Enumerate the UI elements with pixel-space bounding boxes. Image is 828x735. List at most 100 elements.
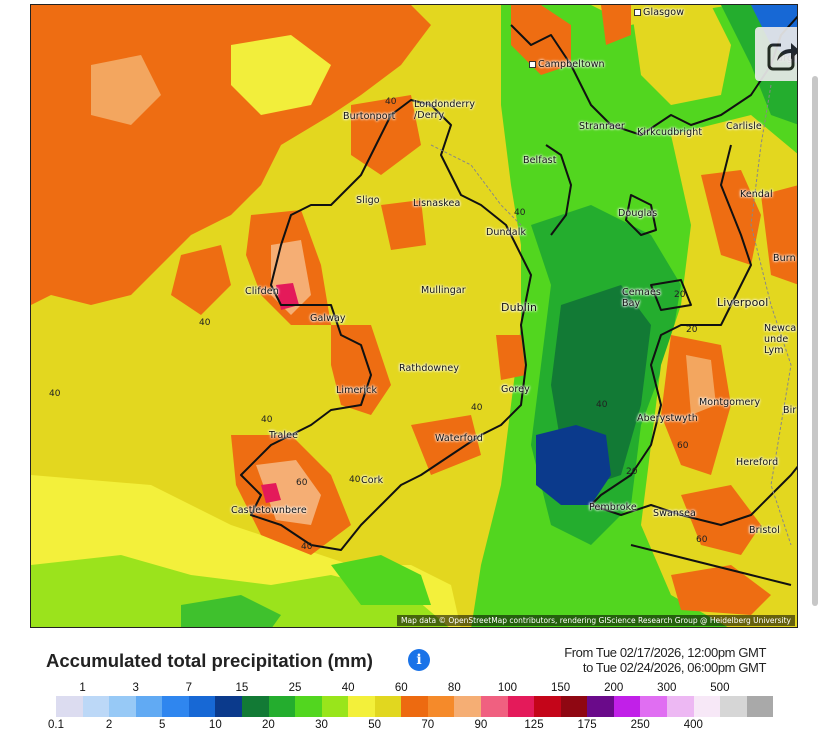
city-label: Bir — [783, 405, 797, 416]
city-label: Hereford — [736, 457, 779, 468]
contour-label: 20 — [674, 290, 686, 300]
legend-swatch — [666, 696, 694, 717]
contour-label: 40 — [514, 208, 526, 218]
city-label: Cork — [361, 475, 384, 486]
city-label: Aberystwyth — [637, 413, 698, 424]
legend-label-top: 200 — [604, 682, 624, 694]
legend-label-bottom: 175 — [577, 719, 597, 731]
legend-swatch — [268, 696, 296, 717]
legend-swatch — [640, 696, 667, 717]
city-label: Kirkcudbright — [637, 127, 703, 138]
precipitation-map[interactable]: Glasgow Campbeltown Londonderry /Derry B… — [30, 4, 798, 628]
contour-label: 20 — [626, 467, 638, 477]
city-label: Stranraer — [579, 121, 625, 132]
contour-label: 40 — [471, 403, 483, 413]
legend-swatch — [188, 696, 216, 717]
city-label: Montgomery — [699, 397, 761, 408]
legend-label-top: 7 — [185, 682, 192, 694]
city-label: Limerick — [336, 385, 378, 396]
city-label: Campbeltown — [529, 59, 605, 70]
forecast-period: From Tue 02/17/2026, 12:00pm GMT to Tue … — [564, 645, 766, 675]
contour-label: 60 — [677, 441, 689, 451]
legend-label-bottom: 30 — [315, 719, 328, 731]
legend-title: Accumulated total precipitation (mm) — [46, 650, 373, 671]
legend-label-top: 150 — [550, 682, 571, 694]
legend-label-bottom: 0.1 — [48, 719, 64, 731]
legend-swatch — [82, 696, 110, 717]
city-label: Rathdowney — [399, 363, 460, 374]
city-label: Bristol — [749, 525, 780, 536]
contour-label: 40 — [261, 415, 273, 425]
contour-label: 40 — [49, 389, 61, 399]
legend-label-bottom: 5 — [159, 719, 166, 731]
share-icon — [767, 39, 797, 71]
city-label: Cemaes Bay — [622, 287, 661, 309]
legend-label-top: 3 — [132, 682, 139, 694]
legend-label-top: 40 — [341, 682, 355, 694]
city-label: Glasgow — [634, 7, 684, 18]
contour-label: 40 — [199, 318, 211, 328]
legend-swatch — [162, 696, 189, 717]
city-label: Dundalk — [486, 227, 527, 238]
legend-swatch — [427, 696, 455, 717]
legend-swatch — [295, 696, 322, 717]
legend-label-top: 500 — [710, 682, 730, 694]
legend-swatch — [348, 696, 375, 717]
legend-swatch — [507, 696, 535, 717]
city-label: Galway — [310, 313, 346, 324]
city-label: Newca unde Lym — [764, 323, 797, 356]
legend-label-bottom: 10 — [208, 719, 222, 731]
legend-swatch — [560, 696, 588, 717]
legend-label-bottom: 50 — [368, 719, 382, 731]
city-label: Swansea — [653, 508, 696, 519]
contour-label: 40 — [385, 97, 397, 107]
color-legend — [56, 696, 774, 717]
city-label: Tralee — [269, 430, 299, 441]
legend-label-top: 60 — [394, 682, 408, 694]
legend-label-bottom: 400 — [683, 719, 703, 731]
precipitation-layer — [31, 5, 797, 627]
city-label: Gorey — [501, 384, 530, 395]
legend-label-top: 1 — [79, 682, 86, 694]
legend-swatch — [135, 696, 163, 717]
legend-swatch — [109, 696, 136, 717]
legend-label-bottom: 250 — [630, 719, 650, 731]
legend-swatch — [587, 696, 614, 717]
city-label: Burtonport — [343, 111, 396, 122]
period-to: to Tue 02/24/2026, 06:00pm GMT — [582, 660, 767, 675]
legend-label-bottom: 20 — [262, 719, 275, 731]
share-button[interactable] — [755, 27, 797, 81]
scrollbar[interactable] — [812, 76, 818, 606]
legend-swatch — [720, 696, 747, 717]
contour-label: 40 — [301, 542, 313, 552]
city-label: Belfast — [523, 155, 557, 166]
city-label: Dublin — [501, 301, 538, 314]
legend-swatch — [693, 696, 721, 717]
city-label: Burn — [773, 253, 796, 264]
city-label: Douglas — [618, 208, 658, 219]
contour-label: 60 — [296, 478, 308, 488]
contour-label: 60 — [696, 535, 708, 545]
city-label: Kendal — [740, 189, 773, 200]
legend-label-top: 80 — [447, 682, 461, 694]
map-attribution[interactable]: Map data © OpenStreetMap contributors, r… — [397, 615, 795, 626]
contour-label: 20 — [686, 325, 698, 335]
city-label: Lisnaskea — [413, 198, 461, 209]
contour-label: 40 — [349, 475, 361, 485]
city-label: Clifden — [245, 286, 279, 297]
legend-label-top: 300 — [657, 682, 677, 694]
legend-label-top: 25 — [288, 682, 302, 694]
city-label: Liverpool — [717, 296, 769, 309]
legend-label-bottom: 90 — [474, 719, 488, 731]
info-icon[interactable]: i — [408, 649, 430, 671]
legend-label-bottom: 2 — [105, 719, 113, 731]
legend-swatch — [613, 696, 641, 717]
period-from: From Tue 02/17/2026, 12:00pm GMT — [564, 645, 766, 660]
city-label: Carlisle — [726, 121, 762, 132]
legend-swatch — [481, 696, 508, 717]
legend-label-top: 15 — [235, 682, 249, 694]
contour-label: 40 — [596, 400, 608, 410]
legend-swatch — [746, 696, 774, 717]
city-label: Waterford — [435, 433, 483, 444]
city-label: Pembroke — [589, 502, 637, 513]
